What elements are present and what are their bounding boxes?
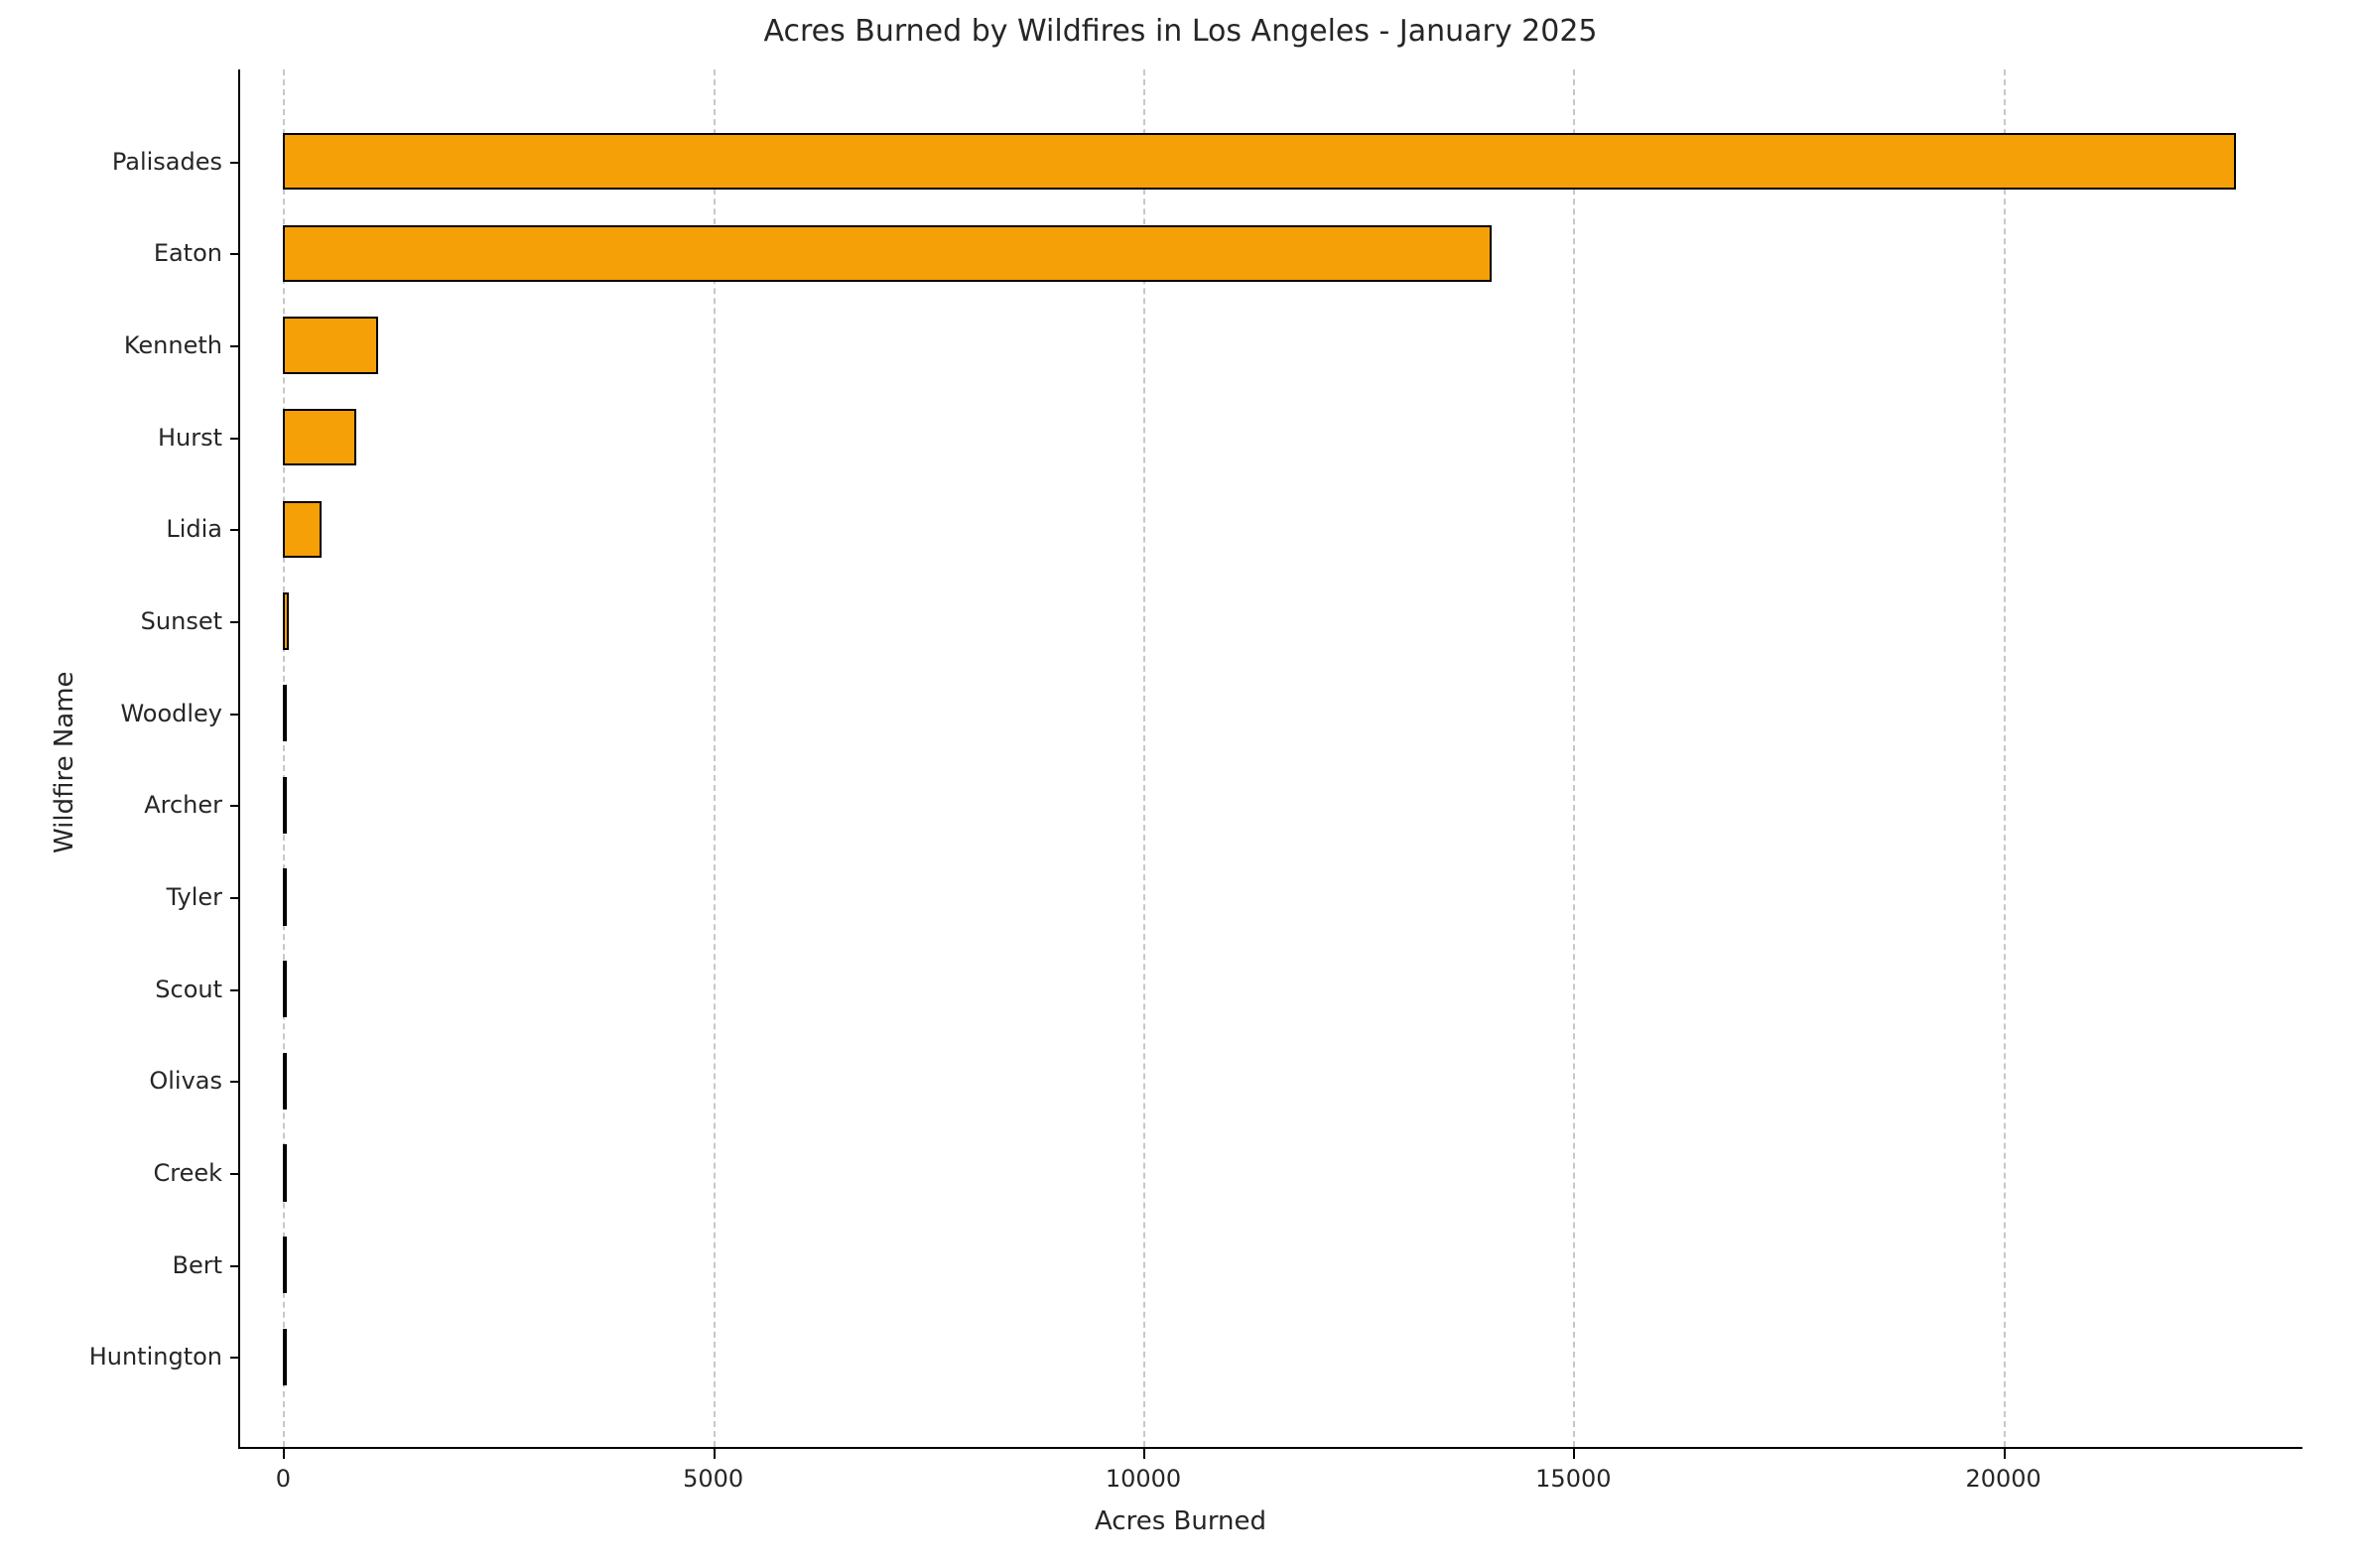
y-tick-mark	[230, 1081, 240, 1083]
y-tick-label: Palisades	[112, 148, 240, 176]
y-tick-mark	[230, 1265, 240, 1267]
y-tick-label: Lidia	[166, 515, 240, 543]
y-tick-mark	[230, 345, 240, 347]
bar	[283, 133, 2235, 190]
chart-container: Acres Burned by Wildfires in Los Angeles…	[0, 0, 2361, 1568]
plot-area: 05000100001500020000PalisadesEatonKennet…	[238, 69, 2302, 1449]
x-tick-label: 10000	[1106, 1465, 1181, 1493]
bar	[283, 685, 287, 741]
y-axis-label: Wildfire Name	[50, 671, 79, 853]
y-tick-label: Creek	[153, 1159, 240, 1187]
y-tick-label: Scout	[155, 976, 240, 1003]
x-tick-mark	[1143, 1449, 1145, 1459]
y-tick-mark	[230, 621, 240, 623]
y-tick-mark	[230, 897, 240, 899]
gridline	[1573, 69, 1575, 1447]
gridline	[2004, 69, 2006, 1447]
y-tick-label: Archer	[144, 791, 240, 819]
y-tick-mark	[230, 438, 240, 440]
x-axis-label: Acres Burned	[0, 1506, 2361, 1536]
y-tick-label: Tyler	[167, 883, 240, 911]
bar	[283, 1053, 287, 1110]
y-tick-label: Kenneth	[124, 331, 240, 359]
bar	[283, 225, 1492, 282]
chart-title: Acres Burned by Wildfires in Los Angeles…	[0, 14, 2361, 49]
x-tick-label: 15000	[1535, 1465, 1611, 1493]
bar	[283, 1329, 287, 1385]
y-tick-label: Eaton	[154, 239, 240, 267]
bar	[283, 777, 287, 834]
y-tick-label: Olivas	[149, 1067, 240, 1095]
bar	[283, 961, 287, 1017]
y-tick-label: Hurst	[158, 424, 240, 452]
y-tick-label: Huntington	[89, 1343, 240, 1371]
x-tick-mark	[2004, 1449, 2006, 1459]
x-tick-label: 0	[276, 1465, 291, 1493]
bar	[283, 868, 287, 925]
bar	[283, 1237, 287, 1293]
x-tick-label: 20000	[1965, 1465, 2040, 1493]
bar	[283, 1144, 287, 1201]
y-tick-label: Sunset	[141, 607, 240, 635]
y-tick-mark	[230, 529, 240, 531]
y-tick-mark	[230, 805, 240, 807]
bar	[283, 317, 377, 373]
bar	[283, 409, 356, 465]
x-tick-label: 5000	[683, 1465, 743, 1493]
x-tick-mark	[714, 1449, 716, 1459]
y-tick-mark	[230, 1173, 240, 1175]
y-tick-mark	[230, 714, 240, 716]
y-tick-mark	[230, 989, 240, 991]
bar	[283, 592, 288, 649]
x-tick-mark	[1573, 1449, 1575, 1459]
y-tick-mark	[230, 1357, 240, 1359]
y-tick-mark	[230, 162, 240, 164]
y-tick-mark	[230, 253, 240, 255]
y-tick-label: Woodley	[120, 700, 240, 727]
x-tick-mark	[283, 1449, 285, 1459]
bar	[283, 501, 322, 558]
